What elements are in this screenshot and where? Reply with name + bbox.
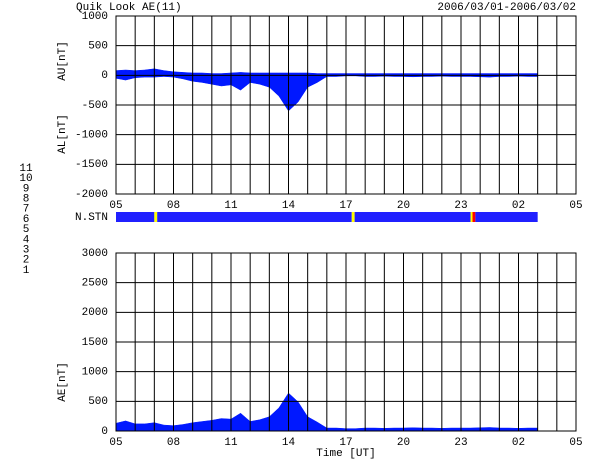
- legend-entry: 5: [23, 224, 30, 236]
- x-tick-label: 23: [454, 437, 467, 449]
- station-segment: [475, 212, 538, 222]
- y-tick-label: 2000: [82, 307, 108, 319]
- y-tick-label: 0: [101, 70, 108, 82]
- x-tick-label: 14: [282, 437, 296, 449]
- x-tick-label: 20: [397, 437, 410, 449]
- legend-entry: 9: [23, 183, 30, 195]
- y-tick-label: -1500: [75, 159, 108, 171]
- station-segment: [470, 212, 473, 222]
- x-tick-label: 05: [569, 200, 582, 212]
- station-segment: [351, 212, 355, 222]
- y-tick-label: -1000: [75, 130, 108, 142]
- x-tick-label: 05: [109, 200, 122, 212]
- legend-entry: 1: [23, 265, 30, 277]
- x-tick-label: 11: [224, 437, 238, 449]
- station-segment: [354, 212, 471, 222]
- station-segment: [472, 212, 476, 222]
- x-tick-label: 17: [339, 437, 352, 449]
- strip-label: N.STN: [75, 212, 108, 224]
- legend-entry: 4: [23, 234, 30, 246]
- y-tick-label: 1000: [82, 11, 108, 23]
- x-tick-label: 17: [339, 200, 352, 212]
- x-tick-label: 23: [454, 200, 467, 212]
- x-tick-label: 11: [224, 200, 238, 212]
- y-tick-label: 500: [88, 396, 108, 408]
- y-axis-label: AL[nT]: [57, 114, 69, 154]
- area: [115, 392, 538, 432]
- legend-entry: 7: [23, 204, 30, 216]
- y-axis-label: AE[nT]: [57, 362, 69, 402]
- plot-frame: [115, 15, 577, 195]
- x-tick-label: 08: [167, 200, 180, 212]
- y-tick-label: 3000: [82, 248, 108, 260]
- x-tick-label: 14: [282, 200, 296, 212]
- area: [115, 68, 538, 76]
- legend-entry: 3: [23, 245, 30, 257]
- y-tick-label: 1000: [82, 367, 108, 379]
- legend-entry: 10: [19, 173, 32, 185]
- x-tick-label: 02: [512, 437, 525, 449]
- x-tick-label: 08: [167, 437, 180, 449]
- legend-entry: 2: [23, 255, 30, 267]
- y-tick-label: -500: [82, 100, 108, 112]
- y-axis-label: AU[nT]: [57, 41, 69, 81]
- x-tick-label: 05: [109, 437, 122, 449]
- y-tick-label: 0: [101, 426, 108, 438]
- legend-entry: 8: [23, 194, 30, 206]
- y-tick-label: -2000: [75, 189, 108, 201]
- legend-entry: 11: [19, 163, 33, 175]
- station-segment: [154, 212, 158, 222]
- chart-title: Quik Look AE(11): [76, 2, 182, 14]
- date-range: 2006/03/01-2006/03/02: [437, 2, 576, 14]
- y-tick-label: 1500: [82, 337, 108, 349]
- x-tick-label: 02: [512, 200, 525, 212]
- station-segment: [116, 212, 155, 222]
- y-tick-label: 500: [88, 41, 108, 53]
- legend-entry: 6: [23, 214, 30, 226]
- x-axis-label: Time [UT]: [316, 448, 375, 460]
- x-tick-label: 05: [569, 437, 582, 449]
- plot-frame: [115, 252, 577, 432]
- station-segment: [157, 212, 352, 222]
- x-tick-label: 20: [397, 200, 410, 212]
- area: [115, 75, 538, 112]
- y-tick-label: 2500: [82, 278, 108, 290]
